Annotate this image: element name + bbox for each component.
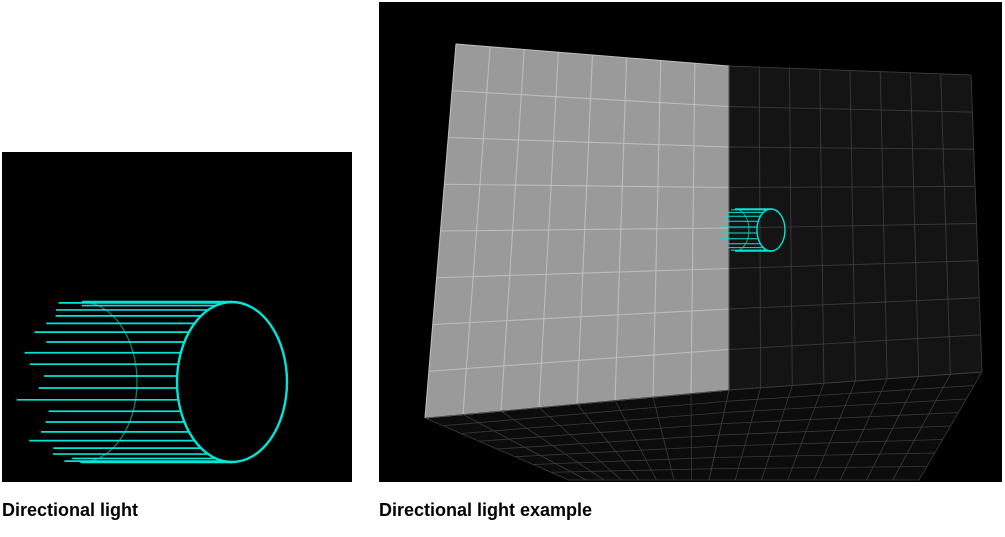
- directional-light-example-scene: [379, 2, 1002, 482]
- caption-directional-light-example: Directional light example: [379, 500, 592, 521]
- panel-directional-light-icon: [2, 152, 352, 482]
- panel-directional-light-example: [379, 2, 1002, 482]
- directional-light-wireframe: [2, 152, 352, 482]
- page-root: Directional light Directional light exam…: [0, 0, 1005, 537]
- caption-directional-light: Directional light: [2, 500, 138, 521]
